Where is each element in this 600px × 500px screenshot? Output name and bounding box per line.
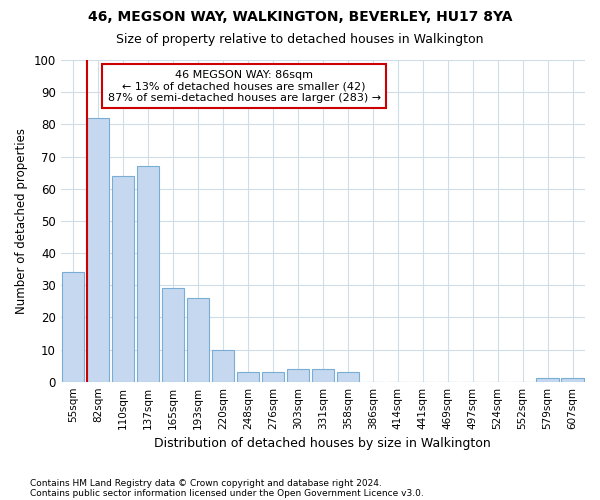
- Text: 46 MEGSON WAY: 86sqm
← 13% of detached houses are smaller (42)
87% of semi-detac: 46 MEGSON WAY: 86sqm ← 13% of detached h…: [107, 70, 381, 103]
- Bar: [137, 166, 159, 382]
- Text: 46, MEGSON WAY, WALKINGTON, BEVERLEY, HU17 8YA: 46, MEGSON WAY, WALKINGTON, BEVERLEY, HU…: [88, 10, 512, 24]
- Bar: [112, 176, 134, 382]
- Y-axis label: Number of detached properties: Number of detached properties: [15, 128, 28, 314]
- Bar: [62, 272, 85, 382]
- Text: Contains HM Land Registry data © Crown copyright and database right 2024.: Contains HM Land Registry data © Crown c…: [30, 478, 382, 488]
- Bar: [162, 288, 184, 382]
- X-axis label: Distribution of detached houses by size in Walkington: Distribution of detached houses by size …: [154, 437, 491, 450]
- Text: Size of property relative to detached houses in Walkington: Size of property relative to detached ho…: [116, 32, 484, 46]
- Bar: [287, 369, 309, 382]
- Bar: [87, 118, 109, 382]
- Text: Contains public sector information licensed under the Open Government Licence v3: Contains public sector information licen…: [30, 488, 424, 498]
- Bar: [187, 298, 209, 382]
- Bar: [262, 372, 284, 382]
- Bar: [236, 372, 259, 382]
- Bar: [337, 372, 359, 382]
- Bar: [561, 378, 584, 382]
- Bar: [536, 378, 559, 382]
- Bar: [311, 369, 334, 382]
- Bar: [212, 350, 234, 382]
